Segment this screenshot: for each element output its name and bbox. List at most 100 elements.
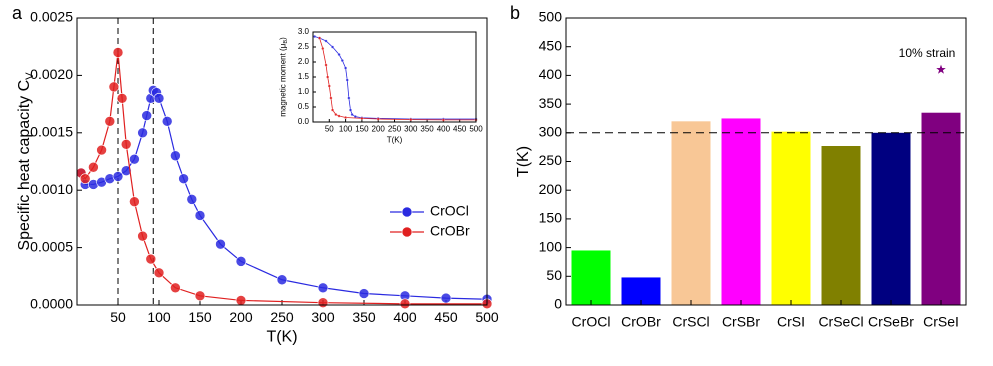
y-tick-label: 450 (539, 37, 563, 53)
data-point (313, 35, 317, 38)
y-tick-label: 0.0015 (30, 124, 73, 140)
x-tick-label: 300 (404, 125, 418, 134)
data-point (327, 84, 331, 88)
data-point (353, 115, 357, 118)
y-tick-label: 0 (554, 296, 562, 312)
data-point (340, 59, 344, 62)
data-point (376, 117, 380, 121)
data-point (215, 238, 226, 250)
y-tick-label: 500 (539, 9, 563, 25)
y-tick-label: 350 (539, 95, 563, 111)
data-point (360, 116, 364, 120)
data-point (235, 256, 247, 267)
x-tick-label: 150 (355, 125, 369, 134)
data-point (350, 113, 354, 116)
plot-frame (565, 17, 967, 306)
data-point (79, 173, 91, 185)
y-tick-label: 0.5 (298, 102, 310, 111)
data-point (235, 295, 247, 306)
y-tick-label: 150 (539, 210, 563, 226)
y-tick-label: 1.0 (298, 87, 310, 96)
data-point (112, 171, 124, 182)
y-axis-title-main: magnetic moment (μ (279, 43, 288, 116)
data-point (116, 93, 128, 104)
plot-area (313, 32, 476, 122)
data-point (178, 173, 189, 185)
y-tick-label: 200 (539, 181, 563, 197)
x-tick-label: CrSeBr (868, 314, 914, 330)
y-tick-label: 0.0025 (30, 9, 73, 25)
bar (821, 146, 861, 305)
x-tick-label: 500 (475, 309, 499, 325)
x-tick-label: 50 (110, 309, 126, 325)
legend-label: CrOCl (430, 203, 469, 219)
x-tick-label: CrSBr (722, 314, 760, 330)
y-tick-label: 0.0005 (30, 238, 73, 254)
data-point (153, 267, 165, 279)
y-tick-label: 0.0010 (30, 181, 73, 197)
data-point (344, 66, 348, 70)
data-point (317, 297, 329, 309)
y-tick-label: 0.0000 (30, 296, 73, 312)
x-tick-label: 250 (270, 309, 294, 325)
data-point (334, 113, 338, 116)
data-point (104, 116, 116, 127)
data-point (145, 253, 157, 265)
data-point (141, 110, 152, 121)
y-axis-title-main: T(K) (515, 146, 532, 177)
data-point (88, 161, 99, 173)
data-point (108, 81, 120, 93)
x-axis-title: T(K) (387, 136, 403, 145)
y-tick-label: 250 (539, 152, 563, 168)
data-point (120, 138, 132, 150)
y-tick-label: 50 (546, 267, 562, 283)
legend-marker (401, 206, 413, 218)
data-point (96, 144, 107, 156)
data-point (358, 288, 370, 299)
data-point (344, 116, 348, 119)
y-axis-title-tail: ) (279, 37, 288, 40)
y-tick-label: 2.5 (298, 42, 310, 51)
x-tick-label: CrSCl (672, 314, 709, 330)
star-marker (936, 64, 946, 74)
x-tick-label: 250 (388, 125, 402, 134)
data-point (347, 96, 351, 100)
data-point (442, 118, 445, 122)
panel-label: b (510, 3, 520, 23)
data-point (161, 116, 173, 127)
y-axis-title: T(K) (515, 146, 532, 177)
data-point (331, 108, 334, 112)
x-tick-label: 150 (188, 309, 212, 325)
x-tick-label: 450 (453, 125, 467, 134)
data-point (440, 292, 452, 304)
data-point (170, 150, 181, 162)
data-point (329, 96, 333, 100)
x-tick-label: 100 (147, 309, 171, 325)
x-tick-label: 450 (434, 309, 458, 325)
data-point (399, 298, 411, 310)
legend-marker (401, 226, 413, 238)
data-point (349, 108, 352, 112)
x-tick-label: 200 (229, 309, 253, 325)
bar (921, 112, 961, 306)
x-tick-label: 50 (325, 125, 334, 134)
x-tick-label: CrSeI (923, 314, 959, 330)
y-axis-title-main: Specific heat capacity C (16, 80, 33, 251)
x-tick-label: 200 (372, 125, 386, 134)
data-point (321, 47, 325, 50)
data-point (331, 45, 334, 49)
bar (721, 118, 761, 305)
data-point (112, 47, 124, 58)
y-tick-label: 0.0020 (30, 66, 73, 82)
bar (871, 132, 911, 305)
y-axis-title-sub: V (24, 72, 36, 80)
x-tick-label: CrSI (777, 314, 805, 330)
x-tick-label: 100 (339, 125, 353, 134)
data-point (345, 78, 349, 82)
data-point (153, 93, 165, 104)
data-point (326, 75, 330, 79)
panel-label: a (12, 3, 23, 23)
plot-frame (76, 17, 488, 306)
legend-label: CrOBr (430, 223, 470, 239)
x-tick-label: CrSeCl (818, 314, 863, 330)
